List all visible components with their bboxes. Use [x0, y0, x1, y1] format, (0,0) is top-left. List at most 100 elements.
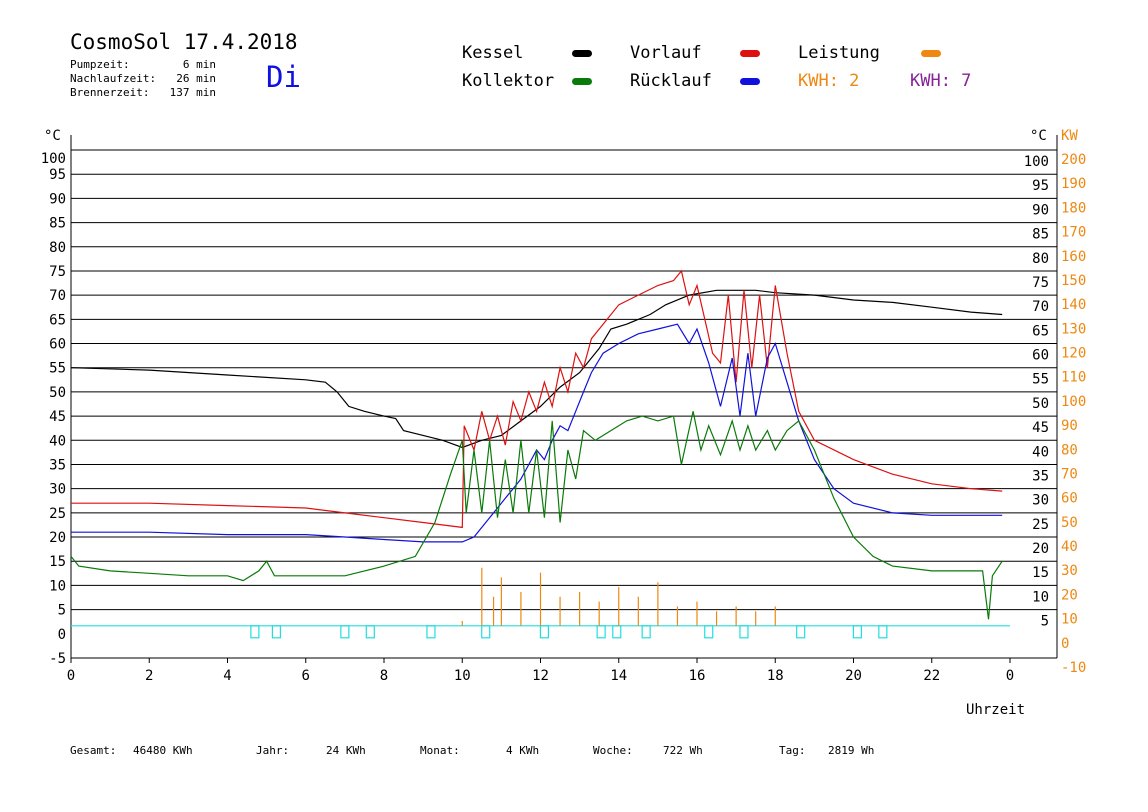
legend-ruecklauf-swatch [740, 78, 760, 85]
x-tick-label: 12 [532, 668, 549, 684]
pump-mark [340, 625, 350, 639]
y-tick-label-left: 80 [49, 240, 66, 256]
footer-woche-label: Woche: [593, 744, 633, 757]
y-tick-label-left: 15 [49, 554, 66, 570]
y2-tick-label-kw: 130 [1061, 321, 1086, 337]
y-tick-label-left: 70 [49, 288, 66, 304]
legend-vorlauf-label: Vorlauf [630, 43, 702, 63]
pump-mark [704, 625, 714, 639]
pump-mark [852, 625, 863, 639]
x-tick-label: 20 [845, 668, 862, 684]
y-tick-label-left: 40 [49, 433, 66, 449]
y-tick-label-left: 55 [49, 361, 66, 377]
footer-gesamt-label: Gesamt: [70, 744, 117, 757]
y-tick-label-left: 75 [49, 264, 66, 280]
legend-leistung-swatch [921, 50, 941, 57]
y-tick-label-right: 40 [1032, 444, 1049, 460]
y2-tick-label-kw: 60 [1061, 491, 1078, 507]
x-tick-label: 8 [380, 668, 388, 684]
pump-mark [878, 625, 888, 639]
y2-tick-label-kw: 200 [1061, 152, 1086, 168]
y-tick-label-right: 75 [1032, 275, 1049, 291]
y-tick-label-right: 10 [1032, 589, 1049, 605]
y-tick-label-left: 50 [49, 385, 66, 401]
pump-mark [365, 625, 375, 639]
y-tick-label-left: 20 [49, 530, 66, 546]
legend-ruecklauf-label: Rücklauf [630, 71, 712, 91]
legend-kollektor-swatch [572, 78, 592, 85]
y2-tick-label-kw: 40 [1061, 539, 1078, 555]
footer-monat-label: Monat: [420, 744, 460, 757]
pump-mark [612, 625, 622, 639]
footer-tag-value: 2819 Wh [828, 744, 875, 757]
y2-tick-label-kw: 30 [1061, 563, 1078, 579]
y-tick-label-left: 0 [58, 627, 66, 643]
y-tick-label-left: -5 [49, 651, 66, 667]
footer-gesamt-value: 46480 KWh [133, 744, 193, 757]
footer-jahr-label: Jahr: [256, 744, 290, 757]
chart-title: CosmoSol 17.4.2018 [70, 30, 298, 54]
x-tick-label: 0 [67, 668, 75, 684]
y2-tick-label-kw: 120 [1061, 346, 1086, 362]
pump-mark [596, 625, 606, 639]
legend-vorlauf-swatch [740, 50, 760, 57]
footer-jahr-value: 24 KWh [326, 744, 366, 757]
stat-pump-value: 6 min [182, 58, 216, 71]
y-tick-label-right: 65 [1032, 323, 1049, 339]
y2-tick-label-kw: 90 [1061, 418, 1078, 434]
x-tick-label: 2 [145, 668, 153, 684]
y-tick-label-left: 100 [41, 151, 66, 167]
legend-kwh-purple: KWH: 7 [910, 71, 972, 91]
pump-mark [271, 625, 282, 639]
y-tick-label-right: 30 [1032, 493, 1049, 509]
legend-leistung-label: Leistung [798, 43, 880, 63]
y-tick-label-right: 25 [1032, 517, 1049, 533]
y2-tick-label-kw: 140 [1061, 297, 1086, 313]
y-tick-label-left: 65 [49, 312, 66, 328]
pump-mark [539, 625, 550, 639]
y-tick-label-right: 60 [1032, 348, 1049, 364]
y-tick-label-left: 5 [58, 603, 66, 619]
y-axis-unit-right: °C [1030, 128, 1047, 144]
pump-mark [641, 625, 651, 639]
y2-tick-label-kw: 0 [1061, 636, 1069, 652]
legend-kwh-orange: KWH: 2 [798, 71, 860, 91]
x-tick-label: 16 [689, 668, 706, 684]
stat-nachlauf-value: 26 min [176, 72, 216, 85]
y-tick-label-left: 45 [49, 409, 66, 425]
y2-tick-label-kw: 160 [1061, 249, 1086, 265]
footer-tag-label: Tag: [779, 744, 806, 757]
legend-kessel-swatch [572, 50, 592, 57]
x-axis-label: Uhrzeit [966, 702, 1026, 718]
y-tick-label-right: 50 [1032, 396, 1049, 412]
stat-brenner-value: 137 min [169, 86, 216, 99]
y2-tick-label-kw: 170 [1061, 225, 1086, 241]
y2-tick-label-kw: 190 [1061, 176, 1086, 192]
weekday-label: Di [266, 60, 301, 94]
legend-kollektor-label: Kollektor [462, 71, 555, 91]
x-tick-label: 10 [454, 668, 471, 684]
series-line-rcklauf [71, 323, 1003, 543]
y-tick-label-right: 35 [1032, 468, 1049, 484]
y-tick-label-right: 15 [1032, 565, 1049, 581]
pump-mark [426, 625, 436, 639]
y2-tick-label-kw: 50 [1061, 515, 1078, 531]
y-tick-label-right: 90 [1032, 202, 1049, 218]
y-tick-label-left: 30 [49, 482, 66, 498]
y2-tick-label-kw: 150 [1061, 273, 1086, 289]
y-tick-label-right: 95 [1032, 178, 1049, 194]
series-line-kollektor [70, 411, 1003, 620]
x-tick-label: 0 [1006, 668, 1014, 684]
y-tick-label-right: 20 [1032, 541, 1049, 557]
x-tick-label: 22 [923, 668, 940, 684]
pump-mark [481, 625, 491, 639]
series-line-kessel [70, 289, 1003, 449]
y-tick-label-left: 90 [49, 191, 66, 207]
y2-tick-label-kw: 80 [1061, 442, 1078, 458]
y-tick-label-right: 70 [1032, 299, 1049, 315]
x-tick-label: 14 [610, 668, 627, 684]
y2-tick-label-kw: 20 [1061, 587, 1078, 603]
y-tick-label-left: 35 [49, 457, 66, 473]
y-tick-label-left: 10 [49, 578, 66, 594]
